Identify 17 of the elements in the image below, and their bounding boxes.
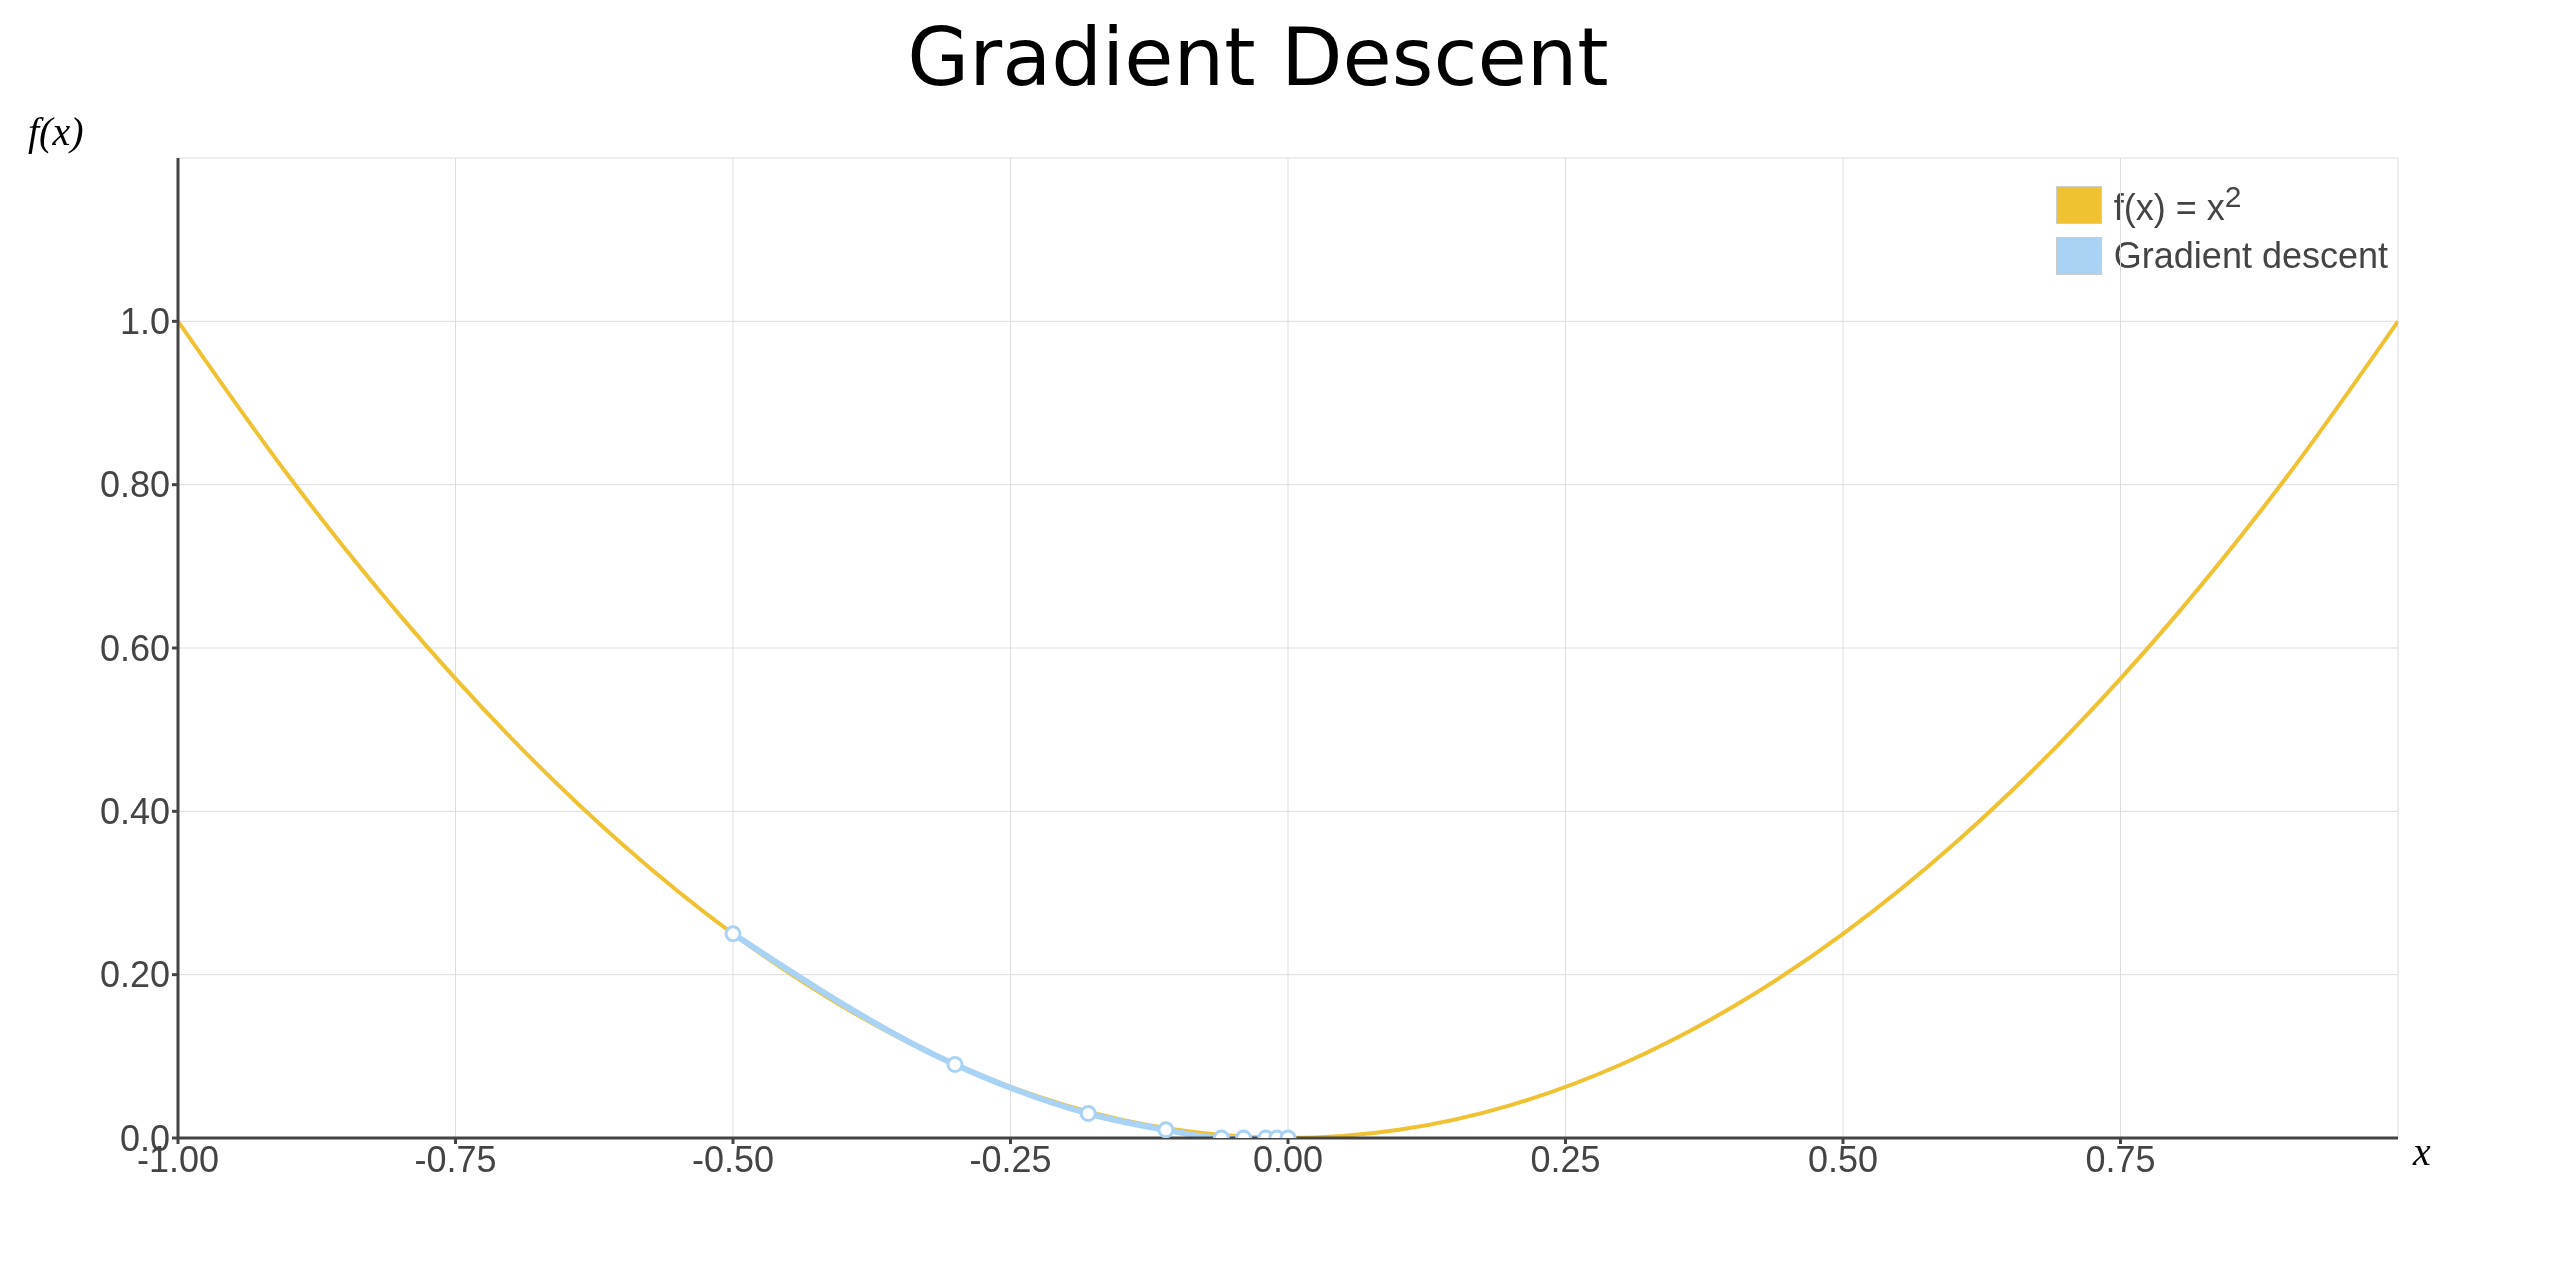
y-tick-label: 0.60 bbox=[99, 627, 170, 669]
x-tick-label: -0.50 bbox=[691, 1138, 775, 1180]
legend-label: Gradient descent bbox=[2113, 235, 2388, 277]
x-tick-label: -0.75 bbox=[414, 1138, 497, 1180]
x-tick-label: 0.50 bbox=[1807, 1138, 1879, 1180]
y-tick-label: 0.20 bbox=[99, 954, 170, 996]
x-tick-label: 0.75 bbox=[2085, 1138, 2156, 1180]
x-axis-title: x bbox=[2413, 1128, 2431, 1175]
x-tick-label: -0.25 bbox=[969, 1138, 1052, 1180]
y-tick-label: 0.40 bbox=[99, 791, 170, 833]
x-tick-label: 0.00 bbox=[1252, 1138, 1324, 1180]
chart-title: Gradient Descent bbox=[906, 10, 1610, 106]
y-tick-label: 0.80 bbox=[99, 464, 170, 506]
y-tick-label: 1.0 bbox=[119, 301, 170, 343]
x-tick-label: 0.25 bbox=[1530, 1138, 1601, 1180]
y-axis-title: f(x) bbox=[28, 108, 84, 155]
legend-label: f(x) = x$^{2}$ bbox=[2113, 180, 2242, 229]
